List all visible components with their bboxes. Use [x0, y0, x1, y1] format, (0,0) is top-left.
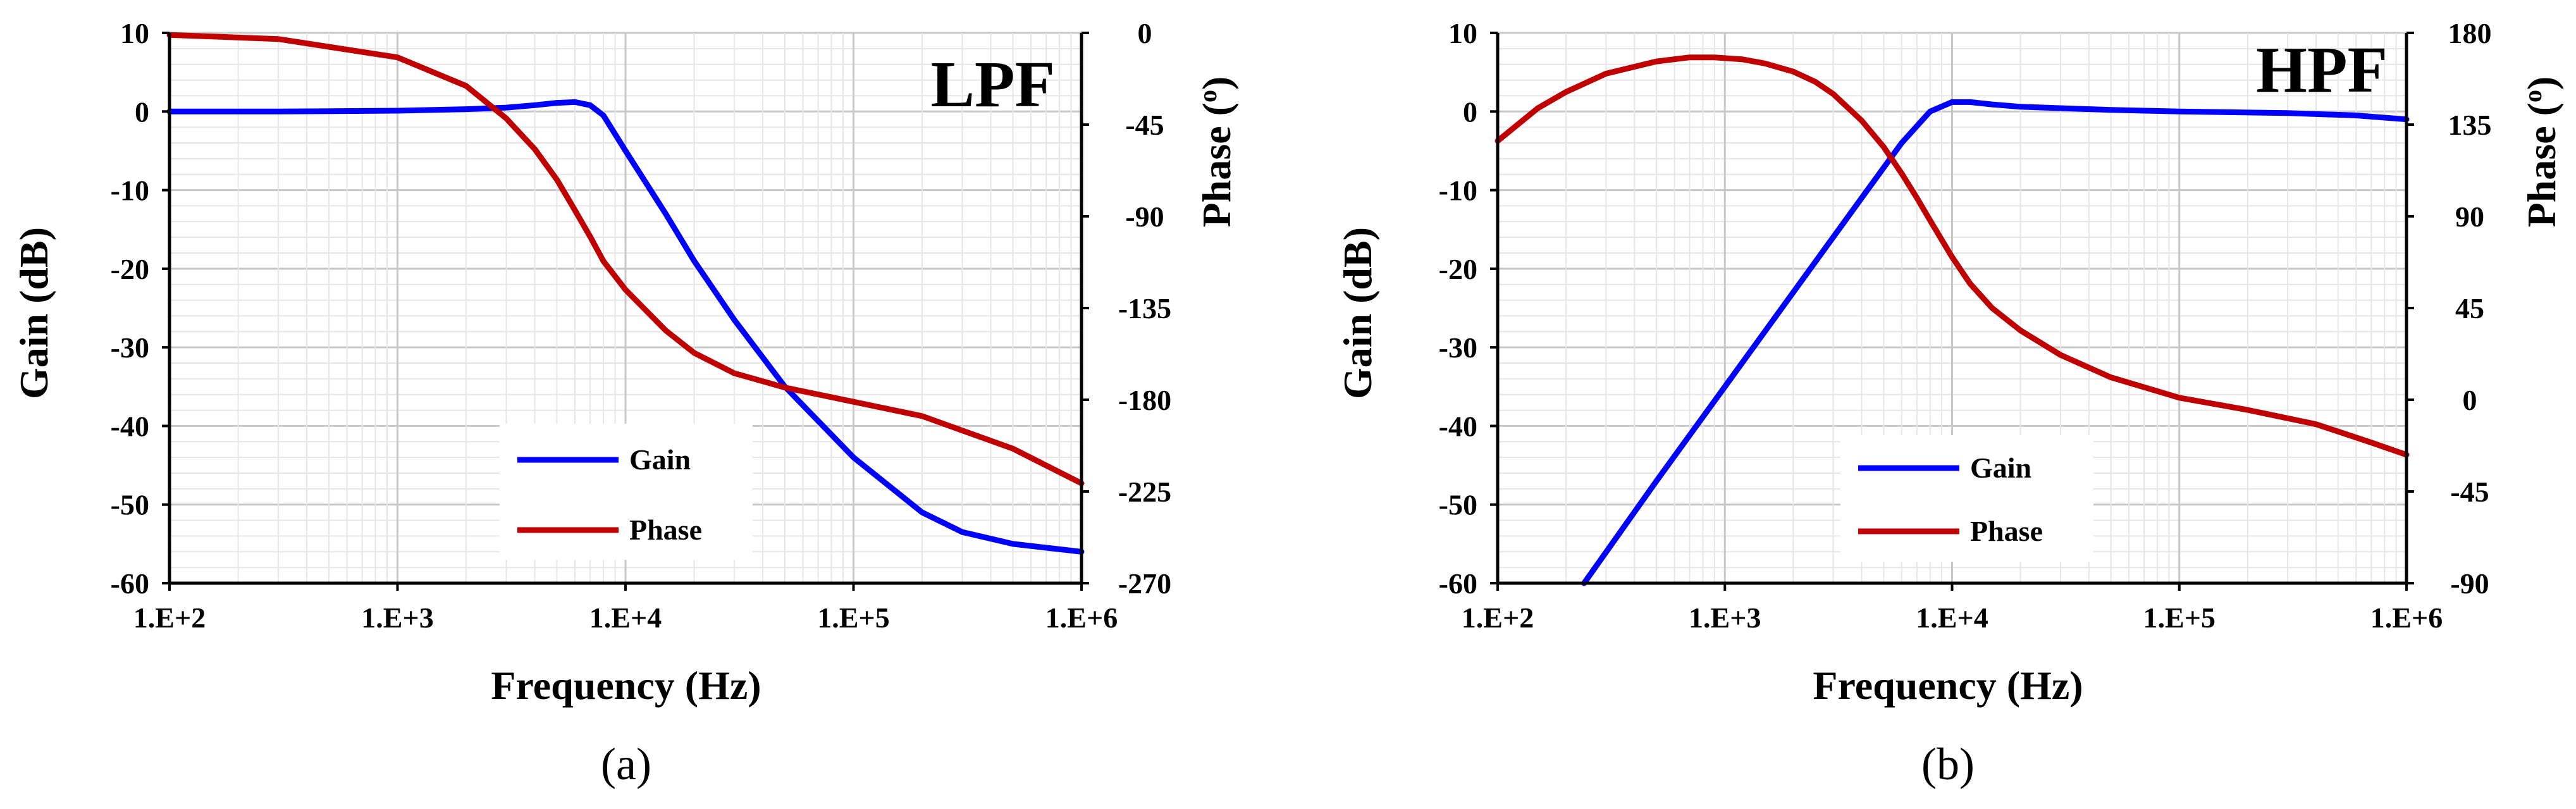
legend-a-gain-label: Gain [629, 443, 691, 476]
y2-tick-label: -90 [2450, 567, 2489, 600]
y-tick-label: -30 [1439, 331, 1477, 364]
legend-b-phase-label: Phase [1970, 515, 2043, 547]
y-tick-label: -30 [111, 331, 149, 364]
x-axis-title-b: Frequency (Hz) [1813, 663, 2083, 708]
y2-axis-close-a: ) [1194, 77, 1239, 90]
y2-axis-degree-b: o [2518, 90, 2547, 102]
y2-tick-label: -180 [1118, 384, 1171, 416]
x-tick-label: 1.E+6 [2370, 602, 2443, 634]
legend-a-background [500, 424, 753, 560]
y-tick-label: -40 [111, 410, 149, 442]
legend-b-gain-label: Gain [1970, 452, 2031, 484]
y-tick-label: -50 [111, 489, 149, 521]
x-tick-label: 1.E+2 [1462, 602, 1534, 634]
y-tick-label: 0 [1463, 96, 1477, 128]
y2-tick-label: -225 [1118, 476, 1171, 508]
y2-tick-label: 0 [1138, 17, 1152, 49]
y2-tick-label: -135 [1118, 292, 1171, 324]
x-axis-title-a: Frequency (Hz) [491, 663, 761, 708]
inset-label-hpf: HPF [2256, 34, 2388, 106]
y-axis-title-a: Gain (dB) [11, 227, 56, 399]
grid-lines-a [168, 32, 1082, 584]
x-tick-label: 1.E+5 [817, 602, 889, 634]
y-tick-label: -40 [1439, 410, 1477, 442]
legend-b: Gain Phase [1840, 435, 2093, 562]
plot-frame-b: 1.E+2 1.E+3 1.E+4 1.E+5 1.E+6 10 0 -10 -20 -30 -40… [1439, 17, 2492, 634]
y-tick-label: -60 [1439, 567, 1477, 600]
y-tick-label: -10 [111, 175, 149, 207]
y-tick-label: 10 [120, 17, 149, 49]
y2-tick-label: 180 [2448, 17, 2492, 49]
y-tick-label: 0 [135, 96, 149, 128]
series-group-a [166, 32, 1085, 555]
y2-tick-label: 45 [2455, 292, 2484, 324]
y2-axis-title-a-text: Phase ( [1194, 102, 1239, 227]
x-tick-label: 1.E+6 [1045, 602, 1118, 634]
x-tick-label: 1.E+3 [361, 602, 433, 634]
y2-tick-label: 90 [2455, 201, 2484, 233]
y2-tick-label: -90 [1125, 201, 1164, 233]
y2-tick-label: -270 [1118, 567, 1171, 600]
caption-a: (a) [601, 739, 651, 789]
legend-a-phase-label: Phase [629, 514, 702, 546]
y-axis-title-b: Gain (dB) [1335, 227, 1380, 399]
inset-label-lpf: LPF [931, 48, 1055, 121]
y-tick-label: -50 [1439, 489, 1477, 521]
series-gain-line [1581, 99, 2410, 586]
y2-tick-label: -45 [2450, 476, 2489, 508]
y-tick-label: -60 [111, 567, 149, 600]
y2-tick-label: -45 [1125, 109, 1164, 141]
x-tick-label: 1.E+4 [1916, 602, 1988, 634]
legend-a: Gain Phase [500, 424, 753, 560]
y2-tick-label: 135 [2448, 109, 2492, 141]
x-tick-label: 1.E+5 [2143, 602, 2215, 634]
y-tick-label: -20 [1439, 253, 1477, 285]
series-gain-line [166, 99, 1085, 555]
y2-axis-title-a: Phase (o) [1193, 77, 1239, 228]
x-tick-label: 1.E+2 [133, 602, 206, 634]
y2-axis-close-b: ) [2519, 77, 2564, 90]
y-tick-label: 10 [1448, 17, 1477, 49]
x-tick-label: 1.E+4 [589, 602, 662, 634]
series-phase-line [1494, 54, 2410, 458]
y2-axis-degree-a: o [1193, 90, 1222, 102]
plot-frame-a: 1.E+2 1.E+3 1.E+4 1.E+5 1.E+6 10 0 -10 -20 -30 -40… [111, 17, 1171, 634]
y2-axis-title-b-text: Phase ( [2519, 102, 2564, 227]
y2-tick-label: 0 [2463, 384, 2477, 416]
x-tick-label: 1.E+3 [1689, 602, 1761, 634]
y-tick-label: -10 [1439, 175, 1477, 207]
legend-b-background [1840, 435, 2093, 562]
y-tick-label: -20 [111, 253, 149, 285]
y2-axis-title-b: Phase (o) [2518, 77, 2564, 228]
series-phase-line [166, 32, 1085, 486]
caption-b: (b) [1921, 739, 1975, 789]
series-group-b [1494, 54, 2410, 586]
